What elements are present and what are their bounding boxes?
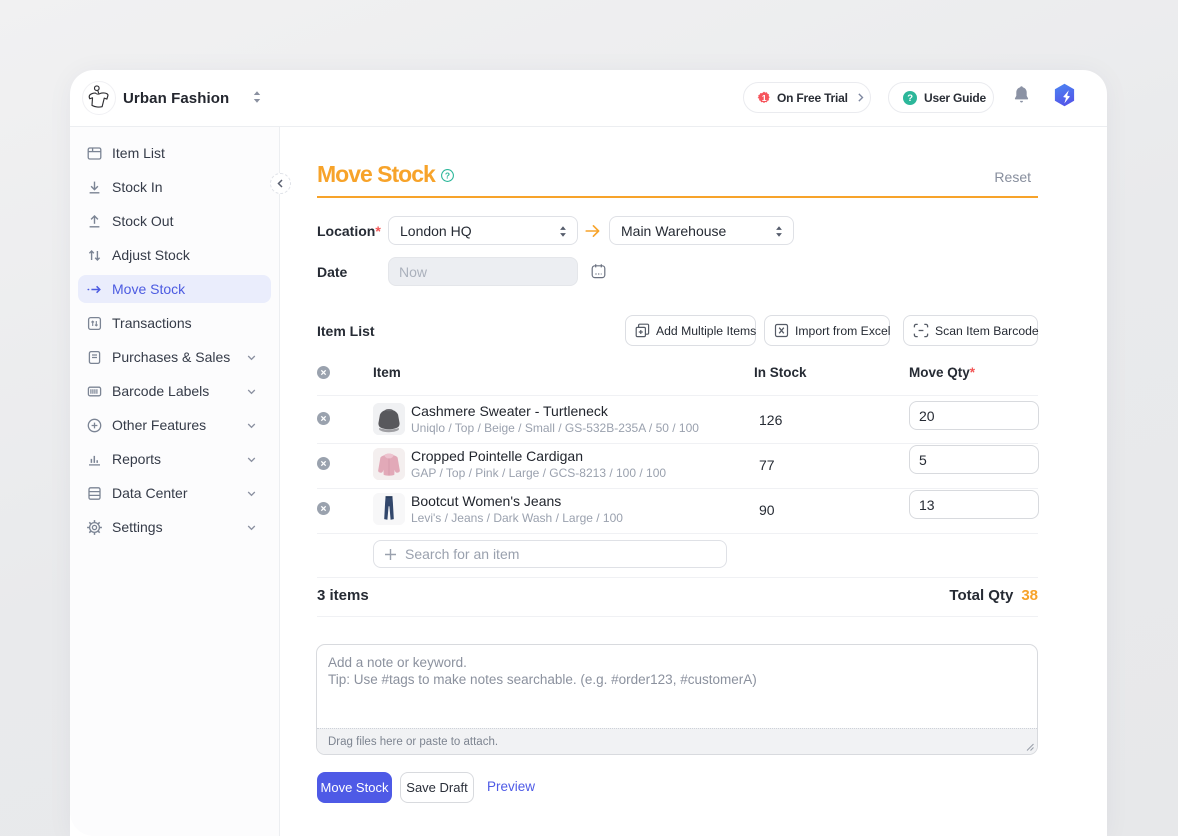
svg-text:?: ? [445, 170, 450, 180]
svg-text:1: 1 [762, 93, 767, 103]
svg-text:?: ? [907, 93, 913, 104]
